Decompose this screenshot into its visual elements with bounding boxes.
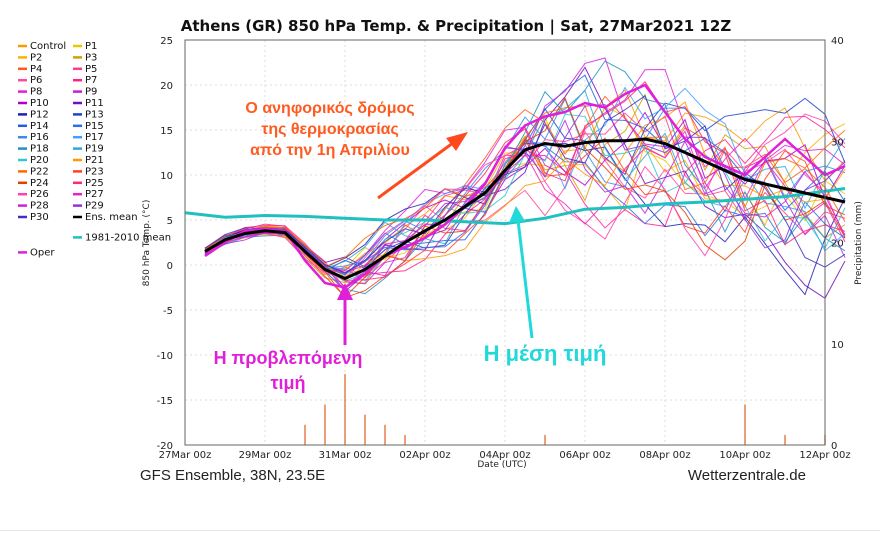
y-tick-left: -20	[157, 441, 173, 452]
y-ticks-right: 40 30 20 10 0	[831, 36, 844, 452]
y-tick-left: 15	[160, 126, 173, 137]
legend-label: P16	[30, 132, 49, 143]
x-ticks: 27Mar 00z 29Mar 00z 31Mar 00z 02Apr 00z 04Ap…	[159, 450, 851, 461]
legend-label: Control	[30, 41, 66, 52]
legend-label: P20	[30, 155, 49, 166]
x-axis-label: Date (UTC)	[477, 460, 526, 470]
arrow-cyan	[516, 219, 534, 339]
precip-bars	[304, 374, 826, 445]
x-tick: 02Apr 00z	[399, 450, 450, 461]
legend-label: P23	[85, 166, 104, 177]
ensemble-lines	[204, 57, 846, 299]
y-axis-label-right: Precipitation (mm)	[854, 201, 864, 285]
legend-label: P27	[85, 189, 104, 200]
member-line-p30	[204, 95, 846, 274]
legend-label: P28	[30, 201, 49, 212]
legend-label: P19	[85, 144, 104, 155]
legend-label: P1	[85, 41, 97, 52]
y-tick-right: 40	[831, 36, 844, 47]
x-tick: 29Mar 00z	[239, 450, 292, 461]
highlight-series	[184, 83, 846, 289]
member-line-p18	[204, 60, 846, 295]
legend-label: P10	[30, 98, 49, 109]
footer-right: Wetterzentrale.de	[688, 467, 806, 484]
x-tick: 10Apr 00z	[719, 450, 770, 461]
member-line-p6	[204, 130, 846, 290]
legend-label: P9	[85, 87, 97, 98]
series-line-ens-mean	[204, 137, 846, 281]
legend: Control P1 P2 P3 P4 P5 P6 P7 P8 P9 P10 P11 P12 P13 P14…	[18, 41, 171, 258]
y-tick-right: 0	[831, 441, 837, 452]
y-tick-right: 20	[831, 239, 844, 250]
y-tick-right: 30	[831, 137, 844, 148]
legend-label: P14	[30, 121, 49, 132]
x-tick: 08Apr 00z	[639, 450, 690, 461]
annotation-orange-line-1: Ο ανηφορικός δρόμος	[245, 100, 414, 117]
arrow-magenta-head	[337, 283, 353, 300]
annotation-magenta-line-1: Η προβλεπόμενη	[214, 348, 363, 368]
legend-label: P22	[30, 166, 49, 177]
y-tick-left: 5	[167, 216, 173, 227]
annotation-cyan: Η μέση τιμή	[484, 206, 607, 366]
legend-label: P18	[30, 144, 49, 155]
legend-label: Ens. mean	[85, 212, 138, 223]
legend-label: 1981-2010 mean	[85, 232, 171, 243]
footer-left: GFS Ensemble, 38N, 23.5E	[140, 467, 325, 484]
annotation-magenta-line-2: τιμή	[270, 373, 305, 393]
legend-label: P26	[30, 189, 49, 200]
x-tick: 27Mar 00z	[159, 450, 212, 461]
annotation-cyan-text: Η μέση τιμή	[484, 341, 607, 366]
legend-label: P8	[30, 87, 42, 98]
member-line-p26	[204, 113, 846, 280]
legend-label: P12	[30, 109, 49, 120]
member-line-p23	[204, 137, 846, 299]
member-line-p4	[204, 95, 846, 277]
y-tick-right: 10	[831, 340, 844, 351]
y-tick-left: -15	[157, 396, 173, 407]
member-line-p14	[204, 74, 846, 276]
legend-label: Oper	[30, 247, 55, 258]
y-tick-left: 0	[167, 261, 173, 272]
member-line-p24	[204, 96, 846, 298]
legend-label: P7	[85, 75, 97, 86]
arrow-cyan-head	[509, 206, 525, 223]
y-ticks-left: 25 20 15 10 5 0 -5 -10 -15 -20	[157, 36, 173, 452]
legend-label: P4	[30, 64, 42, 75]
series-line-oper	[204, 83, 846, 289]
legend-label: P6	[30, 75, 42, 86]
legend-label: P5	[85, 64, 97, 75]
y-tick-left: 25	[160, 36, 173, 47]
y-tick-left: -5	[163, 306, 173, 317]
legend-label: P11	[85, 98, 104, 109]
series-line-1981-2010-mean	[184, 187, 846, 226]
plot-frame	[184, 39, 826, 446]
y-tick-left: 20	[160, 81, 173, 92]
legend-label: P29	[85, 201, 104, 212]
chart-title: Athens (GR) 850 hPa Temp. & Precipitatio…	[181, 17, 732, 36]
x-tick: 31Mar 00z	[319, 450, 372, 461]
x-tick: 04Apr 00z	[479, 450, 530, 461]
divider	[0, 530, 880, 531]
y-tick-left: -10	[157, 351, 173, 362]
annotation-magenta: Η προβλεπόμενη τιμή	[214, 283, 363, 393]
legend-label: P15	[85, 121, 104, 132]
x-tick: 12Apr 00z	[799, 450, 850, 461]
legend-label: P17	[85, 132, 104, 143]
legend-label: P3	[85, 52, 97, 63]
y-tick-left: 10	[160, 171, 173, 182]
legend-label: P25	[85, 178, 104, 189]
annotation-orange-line-2: της θερμοκρασίας	[261, 121, 399, 138]
annotation-orange-line-3: από την 1η Απριλίου	[250, 142, 410, 159]
arrow-orange	[377, 138, 458, 200]
annotation-orange: Ο ανηφορικός δρόμος της θερμοκρασίας από…	[245, 100, 468, 200]
y-axis-label-left: 850 hPa Temp. (°C)	[142, 200, 152, 287]
arrow-orange-head	[446, 132, 468, 151]
legend-label: P30	[30, 212, 49, 223]
legend-label: P21	[85, 155, 104, 166]
legend-label: P13	[85, 109, 104, 120]
legend-label: P24	[30, 178, 49, 189]
legend-label: P2	[30, 52, 42, 63]
x-tick: 06Apr 00z	[559, 450, 610, 461]
